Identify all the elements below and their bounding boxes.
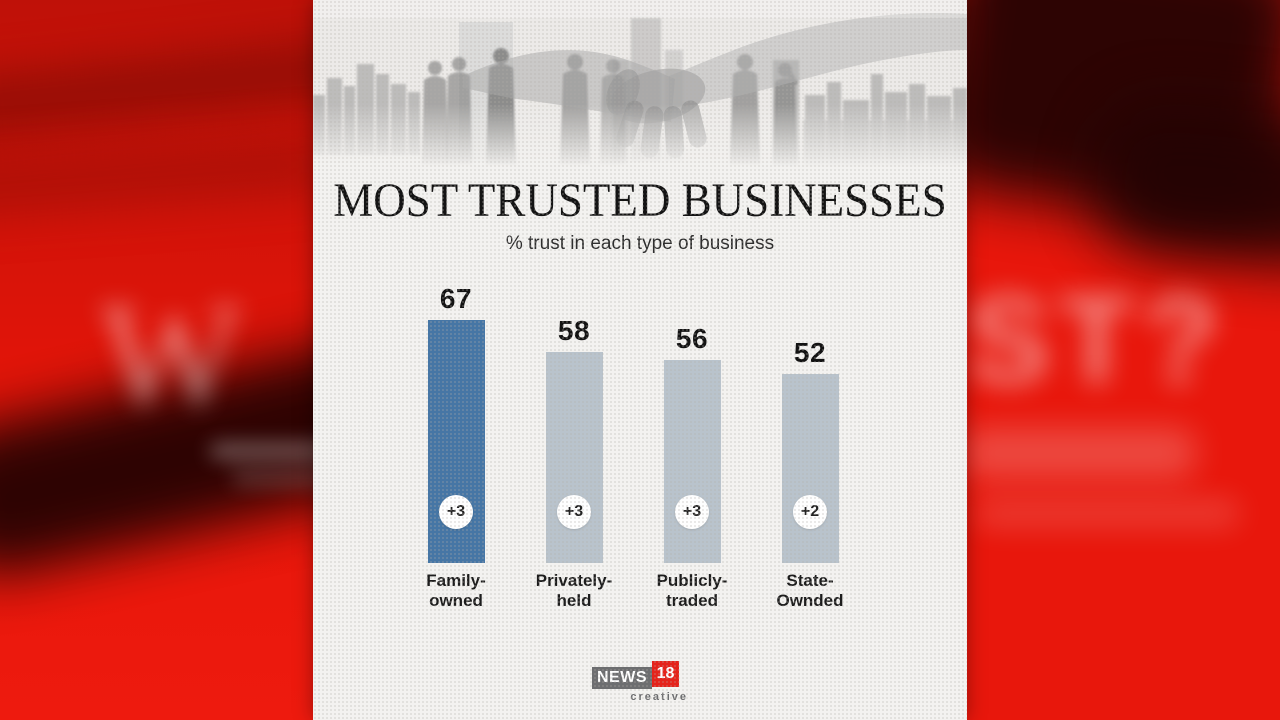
- change-badge: +3: [439, 495, 473, 529]
- blurred-letter-w: W: [100, 272, 242, 438]
- change-badge: +3: [557, 495, 591, 529]
- bar-column: 58 +3 Privately-held: [536, 315, 613, 610]
- bar: +3: [663, 360, 721, 563]
- bar-chart: 67 +3 Family-owned 58 +3 Privately-held …: [306, 283, 960, 610]
- logo-creative-label: creative: [630, 691, 688, 703]
- dark-red-streak: [0, 136, 313, 216]
- news-logo-box: NEWS: [592, 667, 652, 689]
- bar-value-label: 67: [439, 283, 473, 314]
- blurred-letters-st: ST?: [967, 271, 1228, 410]
- page-subtitle: % trust in each type of business: [505, 233, 775, 254]
- news18-creative-logo: NEWS 18 creative: [592, 661, 688, 703]
- center-panel: MOST TRUSTED BUSINESSES % trust in each …: [313, 0, 967, 720]
- bar-category-label: Family-owned: [426, 571, 486, 610]
- change-badge: +2: [793, 495, 827, 529]
- bar-column: 56 +3 Publicly-traded: [657, 323, 728, 610]
- bar-category-label: Privately-held: [535, 571, 613, 610]
- dark-maroon-blob: [1089, 96, 1280, 274]
- bar: +3: [427, 320, 485, 563]
- bar: +3: [545, 352, 603, 563]
- blurred-white-bar: [975, 498, 1240, 528]
- logo-18-box: 18: [652, 661, 679, 687]
- bar: +2: [781, 374, 839, 563]
- red-backdrop-right: ST?: [967, 0, 1280, 720]
- blurred-white-bar: [210, 443, 313, 459]
- dark-red-streak: [0, 32, 313, 142]
- bar-column: 52 +2 State- Ownded: [776, 337, 843, 610]
- page-title: MOST TRUSTED BUSINESSES: [333, 173, 947, 227]
- bar-category-label: Publicly-traded: [656, 571, 728, 610]
- bar-column: 67 +3 Family-owned: [426, 283, 486, 610]
- bar-value-label: 56: [675, 323, 709, 354]
- blurred-white-bar: [232, 472, 313, 484]
- bar-value-label: 58: [557, 315, 591, 346]
- change-badge: +3: [675, 495, 709, 529]
- bar-category-label: State- Ownded: [776, 571, 844, 610]
- red-backdrop-left: W: [0, 0, 313, 720]
- bar-value-label: 52: [793, 337, 827, 368]
- handshake-photo: [313, 0, 967, 168]
- blurred-white-bar: [967, 428, 1196, 478]
